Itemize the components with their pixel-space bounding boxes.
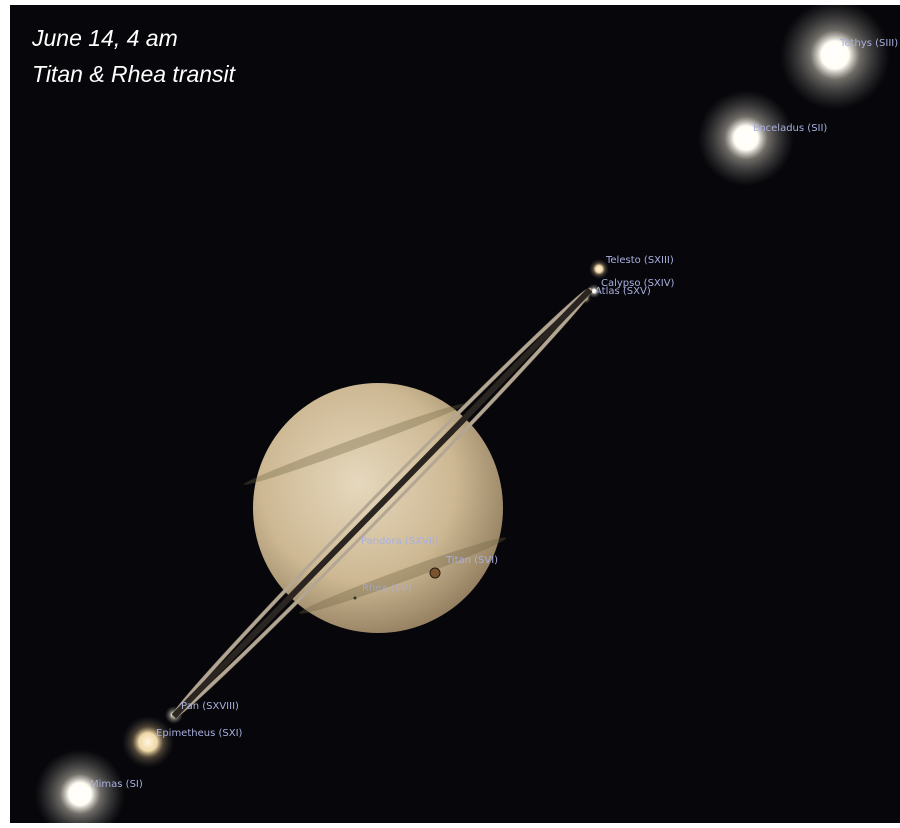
moon-label: Epimetheus (SXI)	[156, 728, 243, 739]
moon-label: Tethys (SIII)	[839, 38, 898, 49]
rhea-shadow	[354, 597, 357, 600]
titan-shadow	[430, 568, 440, 578]
moon-label: Pan (SXVIII)	[181, 701, 239, 712]
sky-view: Tethys (SIII) Enceladus (SII) Telesto (S…	[0, 0, 900, 828]
page: Tethys (SIII) Enceladus (SII) Telesto (S…	[0, 0, 900, 828]
caption-line: June 14, 4 am	[31, 25, 178, 51]
moon-label: Atlas (SXV)	[595, 286, 651, 297]
moon-label: Titan (SVI)	[445, 555, 498, 566]
moon	[698, 90, 794, 186]
moon-label: Pandora (SXVII)	[361, 536, 439, 547]
caption-line: Titan & Rhea transit	[32, 61, 237, 87]
moon-label: Enceladus (SII)	[753, 123, 827, 134]
moon	[122, 716, 174, 768]
moon-label: Mimas (SI)	[90, 779, 143, 790]
moon-label: Telesto (SXIII)	[605, 255, 674, 266]
moon-label: Rhea (SV)	[362, 583, 412, 594]
moon	[780, 0, 890, 110]
viewport: Tethys (SIII) Enceladus (SII) Telesto (S…	[10, 0, 900, 828]
